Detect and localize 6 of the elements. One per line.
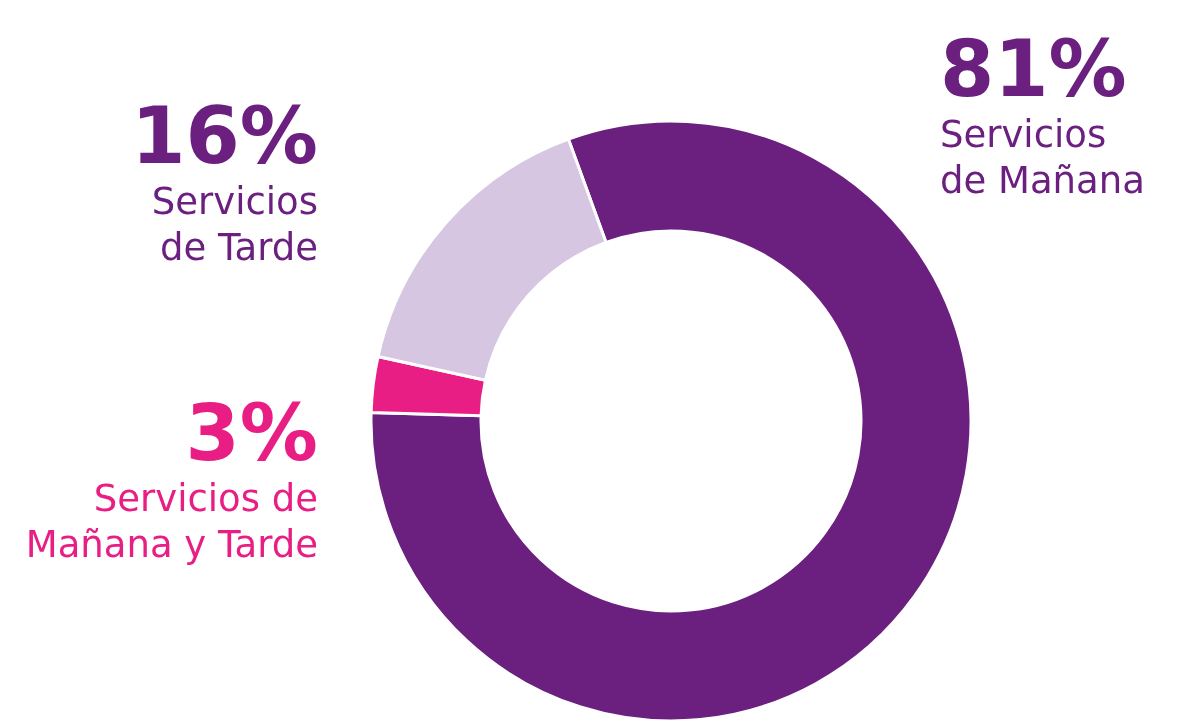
slice-label: Servicios de Mañana y Tarde <box>24 476 318 568</box>
data-label: 16% <box>130 91 318 181</box>
slice-label: Servicios de Tarde <box>150 179 318 271</box>
data-label: 81% <box>940 24 1128 114</box>
data-label: 3% <box>184 388 318 478</box>
slice-label: Servicios de Mañana <box>940 112 1146 204</box>
